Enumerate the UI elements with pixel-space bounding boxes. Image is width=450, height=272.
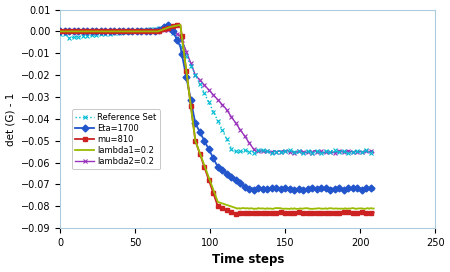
lambda1=0.2 — [290, 207, 296, 211]
Line: lambda2=0.2: lambda2=0.2 — [58, 27, 376, 155]
mu=810 — [124, 30, 129, 33]
lambda2=0.2 — [371, 151, 376, 154]
lambda1=0.2 — [178, 23, 183, 26]
Reference Set — [58, 32, 63, 35]
mu=810 — [323, 211, 328, 214]
Eta=1700 — [167, 23, 172, 26]
lambda1=0.2 — [215, 200, 220, 203]
mu=810 — [207, 183, 213, 186]
Eta=1700 — [124, 29, 129, 33]
mu=810 — [61, 30, 66, 33]
lambda1=0.2 — [341, 207, 346, 211]
lambda1=0.2 — [207, 180, 213, 183]
lambda2=0.2 — [124, 30, 129, 33]
lambda1=0.2 — [61, 30, 66, 33]
lambda2=0.2 — [215, 98, 220, 101]
Reference Set — [207, 104, 213, 107]
lambda2=0.2 — [207, 90, 213, 93]
Line: Eta=1700: Eta=1700 — [58, 22, 376, 192]
Eta=1700 — [341, 188, 346, 191]
Reference Set — [124, 30, 129, 33]
Line: Reference Set: Reference Set — [58, 24, 376, 156]
Line: mu=810: mu=810 — [58, 22, 376, 217]
lambda2=0.2 — [61, 30, 66, 33]
Reference Set — [323, 150, 328, 153]
mu=810 — [371, 211, 376, 214]
lambda2=0.2 — [167, 27, 172, 31]
mu=810 — [215, 205, 220, 208]
Eta=1700 — [61, 30, 66, 33]
lambda1=0.2 — [124, 30, 129, 33]
Eta=1700 — [207, 151, 213, 154]
mu=810 — [58, 30, 63, 33]
Eta=1700 — [215, 165, 220, 169]
Reference Set — [341, 149, 346, 152]
Y-axis label: det (G) - 1: det (G) - 1 — [5, 92, 16, 146]
X-axis label: Time steps: Time steps — [212, 254, 284, 267]
lambda1=0.2 — [58, 30, 63, 33]
lambda2=0.2 — [322, 151, 327, 154]
Eta=1700 — [323, 186, 328, 190]
lambda2=0.2 — [341, 151, 346, 154]
Reference Set — [166, 25, 171, 29]
Line: lambda1=0.2: lambda1=0.2 — [60, 25, 374, 209]
lambda1=0.2 — [323, 207, 328, 210]
Reference Set — [371, 151, 376, 154]
lambda2=0.2 — [332, 151, 338, 154]
Eta=1700 — [58, 30, 63, 33]
lambda2=0.2 — [58, 30, 63, 33]
Eta=1700 — [251, 188, 256, 191]
lambda1=0.2 — [371, 207, 376, 210]
Legend: Reference Set, Eta=1700, mu=810, lambda1=0.2, lambda2=0.2: Reference Set, Eta=1700, mu=810, lambda1… — [72, 109, 160, 169]
mu=810 — [233, 213, 238, 216]
Reference Set — [215, 119, 220, 123]
Eta=1700 — [371, 188, 376, 191]
mu=810 — [341, 211, 346, 214]
Reference Set — [281, 152, 287, 155]
mu=810 — [178, 23, 183, 26]
Reference Set — [61, 32, 66, 35]
